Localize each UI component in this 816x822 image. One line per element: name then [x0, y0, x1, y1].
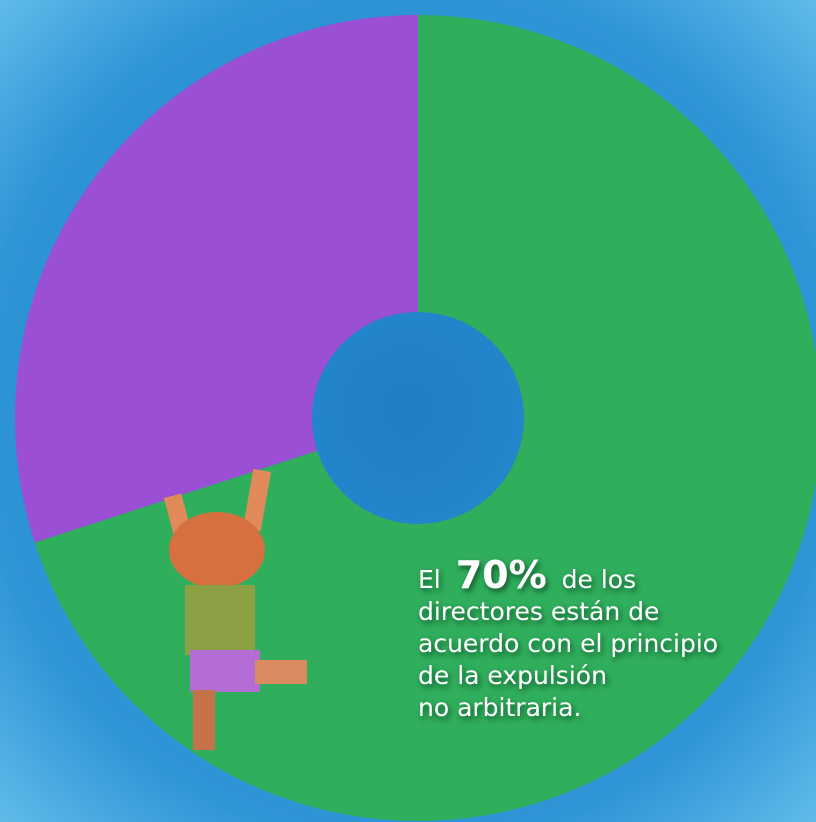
annotation-line: directores están de [418, 597, 659, 626]
annotation-text: de los [562, 565, 636, 594]
annotation-line: no arbitraria. [418, 693, 581, 722]
annotation-line: acuerdo con el principio [418, 629, 718, 658]
annotation-lead: El [418, 565, 441, 594]
value-label: 70% [456, 553, 547, 597]
annotation: El 70% de los directores están de acuerdo… [418, 553, 718, 722]
figure [163, 468, 307, 750]
annotation-line: de la expulsión [418, 661, 607, 690]
slice [14, 15, 419, 543]
annotation-line: El 70% de los [418, 553, 636, 597]
